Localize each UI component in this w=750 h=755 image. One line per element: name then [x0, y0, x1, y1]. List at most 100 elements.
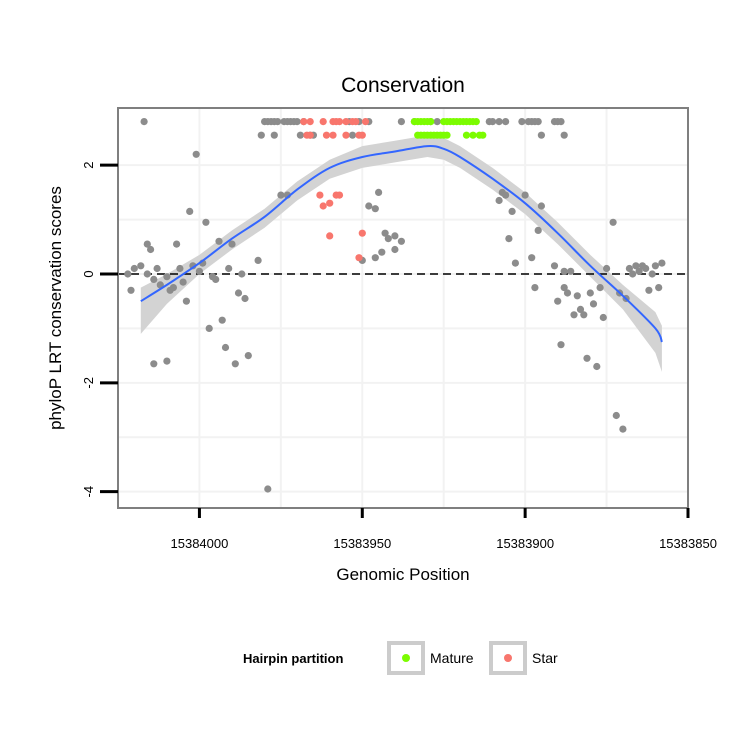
y-axis: 2 0 -2 -4 [81, 162, 118, 497]
data-point-other [163, 273, 171, 281]
data-point-other [179, 278, 187, 286]
data-point-other [625, 264, 634, 273]
data-point-other [348, 131, 357, 139]
data-point-other [212, 275, 220, 283]
data-point-other [143, 270, 151, 278]
legend-label-mature: Mature [430, 650, 474, 666]
data-point-other [384, 235, 392, 243]
data-point-other [495, 118, 503, 126]
data-point-other [635, 267, 643, 275]
data-point-other [589, 300, 598, 308]
x-tick-label: 15383850 [659, 536, 717, 551]
data-point-other [586, 289, 594, 297]
data-point-star [326, 199, 334, 207]
data-point-other [254, 256, 262, 264]
data-point-other [651, 262, 660, 270]
data-point-star [306, 118, 314, 126]
data-point-other [433, 118, 441, 126]
points-layer [124, 118, 666, 493]
data-point-mature [479, 131, 487, 139]
data-point-other [264, 485, 272, 493]
legend-dot-mature [402, 654, 410, 662]
data-point-other [391, 245, 399, 254]
data-point-other [296, 131, 304, 139]
data-point-other [381, 229, 389, 237]
data-point-other [234, 289, 243, 297]
data-point-other [596, 284, 604, 292]
data-point-other [156, 281, 164, 289]
y-tick-label: 2 [81, 162, 96, 169]
data-point-other [521, 191, 529, 199]
data-point-other [642, 264, 650, 273]
panel-border [117, 107, 689, 509]
data-point-mature [443, 131, 451, 139]
data-point-other [502, 118, 510, 126]
data-point-star [358, 229, 366, 237]
data-point-other [274, 118, 282, 126]
data-point-other [225, 264, 233, 273]
data-point-other [505, 235, 513, 243]
data-point-other [593, 362, 601, 371]
data-point-other [195, 267, 203, 275]
data-point-other [619, 425, 627, 433]
data-point-other [182, 297, 190, 305]
x-axis: 15384000 15383950 15383900 15383850 [171, 508, 717, 551]
plot-panel [118, 108, 688, 508]
data-point-other [511, 259, 519, 267]
data-point-other [257, 131, 265, 139]
data-point-other [169, 284, 177, 292]
data-point-other [127, 286, 135, 294]
data-point-other [537, 202, 546, 210]
data-point-other [202, 218, 210, 226]
data-point-other [502, 191, 510, 199]
legend-key-star [489, 641, 527, 675]
chart-title: Conservation [341, 74, 465, 97]
data-point-other [557, 341, 565, 349]
data-point-mature [469, 131, 477, 139]
data-point-other [645, 286, 653, 294]
data-point-star [335, 191, 344, 199]
data-point-other [150, 360, 158, 368]
data-point-star [326, 232, 334, 240]
data-point-other [489, 118, 497, 126]
data-point-other [557, 118, 565, 126]
data-point-other [173, 240, 181, 248]
data-point-mature [472, 118, 480, 126]
legend: Hairpin partition Mature Star [243, 641, 558, 675]
data-point-other [550, 262, 559, 270]
data-point-other [293, 118, 301, 126]
data-point-other [518, 118, 526, 126]
data-point-other [570, 311, 578, 319]
data-point-other [244, 352, 252, 360]
data-point-other [537, 131, 546, 139]
data-point-mature [427, 118, 435, 126]
legend-label-star: Star [532, 650, 558, 666]
x-axis-label: Genomic Position [336, 565, 469, 584]
data-point-star [342, 118, 350, 126]
data-point-other [609, 218, 617, 226]
data-point-other [534, 226, 542, 234]
data-point-other [205, 324, 213, 332]
data-point-other [632, 262, 640, 270]
data-point-star [361, 118, 370, 126]
data-point-other [231, 360, 239, 368]
data-point-other [375, 188, 383, 196]
data-point-other [576, 305, 585, 313]
data-point-other [163, 357, 171, 365]
data-point-star [300, 118, 308, 126]
data-point-star [335, 118, 344, 126]
data-point-other [218, 316, 226, 324]
data-point-other [528, 254, 536, 262]
data-point-mature [462, 131, 471, 139]
y-axis-label: phyloP LRT conservation scores [46, 186, 65, 430]
data-point-star [306, 131, 314, 139]
legend-dot-star [504, 654, 512, 662]
smooth-fit-line [140, 144, 663, 343]
x-tick-label: 15383950 [333, 536, 391, 551]
data-point-other [124, 270, 132, 278]
data-point-other [143, 240, 151, 248]
data-point-other [137, 262, 145, 270]
data-point-other [228, 240, 236, 248]
data-point-other [560, 284, 568, 292]
